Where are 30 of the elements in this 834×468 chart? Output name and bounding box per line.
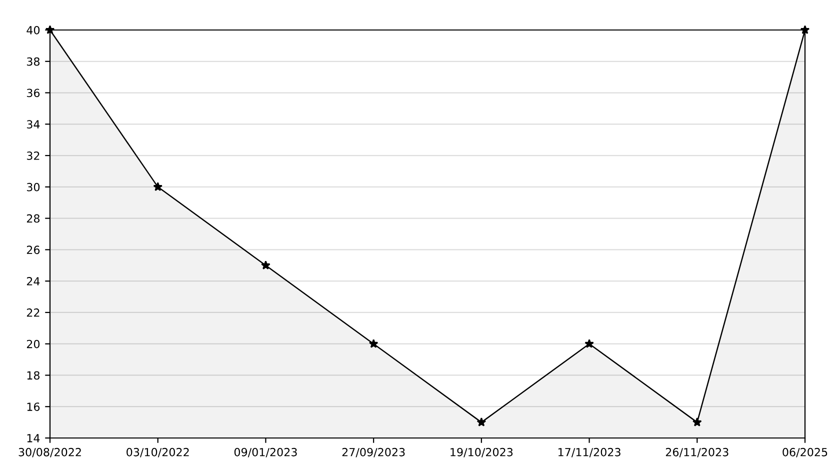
point [45,25,55,34]
y-tick-label: 18 [27,371,40,380]
x-tick-label: 26/11/2023 [666,448,728,458]
x-tick-label: 09/01/2023 [234,448,297,458]
point [584,338,594,348]
x-tick-label: 17/11/2023 [558,448,620,458]
y-tick-label: 26 [26,246,40,254]
y-tick-label: 24 [26,277,40,286]
y-tick-label: 28 [26,214,40,223]
y-tick-label: 40 [26,26,40,34]
y-tick-label: 38 [26,57,40,66]
point [476,417,486,426]
point [368,338,378,348]
point [692,417,702,426]
y-tick-label: 22 [26,308,40,317]
y-tick-label: 30 [26,182,40,192]
y-tick-label: 14 [27,434,40,442]
x-tick-label: 03/10/2022 [126,448,189,458]
x-tick-label: 30/08/2022 [18,448,81,458]
point [800,25,810,34]
x-tick-label: 27/09/2023 [342,448,405,458]
y-tick-label: 34 [26,120,40,129]
y-tick-label: 32 [26,152,40,160]
y-tick-label: 16 [27,402,40,411]
x-tick-label: 19/10/2023 [450,448,513,458]
point [153,182,163,191]
x-tick-label: 06/2025 [782,448,828,458]
point [261,260,270,270]
y-tick-label: 20 [26,340,40,348]
y-tick-label: 36 [26,88,40,98]
